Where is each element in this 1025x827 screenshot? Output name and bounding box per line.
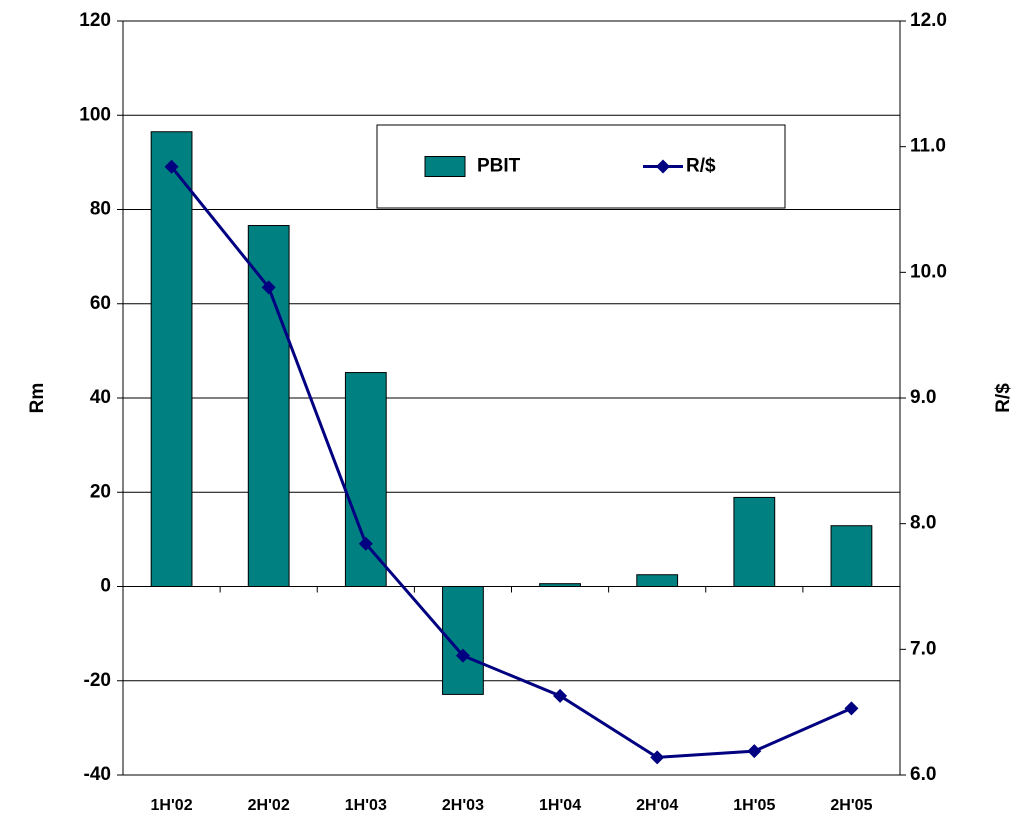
y2-tick-label: 10.0 — [910, 261, 947, 282]
x-tick-label: 1H'03 — [345, 797, 387, 814]
y-tick-label: 120 — [79, 10, 111, 31]
y-tick-label: 0 — [100, 576, 111, 597]
bar — [830, 525, 873, 587]
marker — [164, 159, 179, 174]
y-tick-label: 20 — [90, 481, 111, 502]
y-tick-label: 100 — [79, 104, 111, 125]
bar — [247, 225, 290, 588]
x-tick-label: 1H'04 — [539, 797, 581, 814]
y-axis-title: Rm — [27, 383, 48, 414]
y-tick-label: 60 — [90, 293, 111, 314]
y2-tick-label: 7.0 — [910, 638, 936, 659]
marker — [455, 648, 470, 663]
marker — [553, 688, 568, 703]
y2-tick-label: 9.0 — [910, 387, 936, 408]
marker — [650, 750, 665, 765]
y2-tick-label: 11.0 — [910, 136, 946, 157]
bar — [150, 131, 193, 587]
x-tick-label: 2H'02 — [248, 797, 290, 814]
bar — [344, 372, 387, 587]
marker — [747, 744, 762, 759]
x-tick-label: 2H'03 — [442, 797, 484, 814]
bar — [636, 574, 679, 587]
bar — [539, 583, 581, 587]
legend-swatch — [424, 156, 466, 177]
bar — [733, 496, 776, 587]
legend-swatch — [656, 159, 670, 174]
x-tick-label: 1H'05 — [733, 797, 775, 814]
x-tick-label: 2H'05 — [830, 797, 872, 814]
y2-tick-label: 6.0 — [910, 764, 936, 785]
y2-tick-label: 8.0 — [910, 513, 936, 534]
legend-label: PBIT — [477, 156, 521, 177]
legend-label: R/$ — [686, 156, 716, 177]
y-tick-label: -20 — [84, 670, 111, 691]
x-tick-label: 1H'02 — [151, 797, 193, 814]
y2-tick-label: 12.0 — [910, 10, 947, 31]
marker — [844, 701, 859, 716]
marker — [261, 280, 276, 295]
line — [170, 165, 853, 759]
y2-axis-title: R/$ — [993, 383, 1014, 413]
y-tick-label: 80 — [90, 199, 111, 220]
x-tick-label: 2H'04 — [636, 797, 678, 814]
y-tick-label: 40 — [90, 387, 111, 408]
y-tick-label: -40 — [84, 764, 111, 785]
marker — [358, 536, 373, 551]
